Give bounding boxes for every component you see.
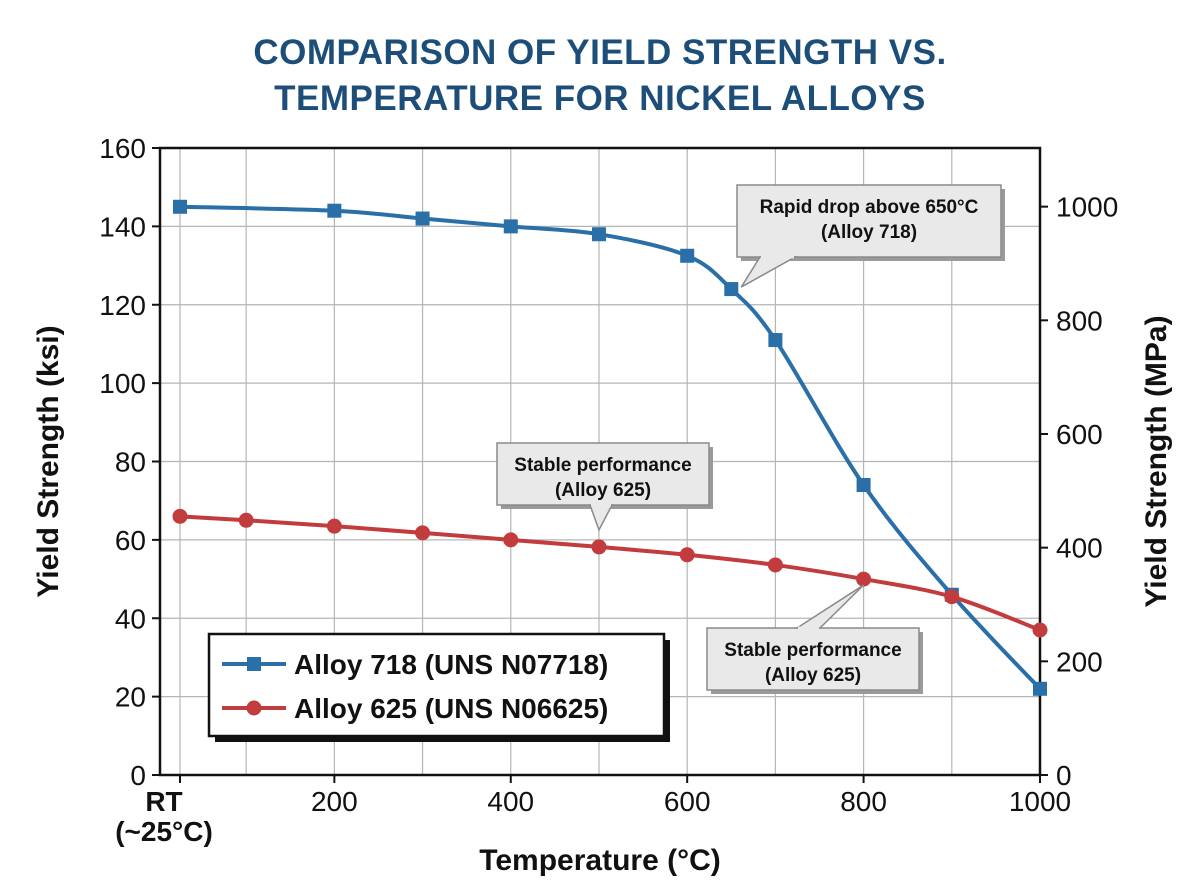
callout-text: Rapid drop above 650°C (Alloy 718) <box>760 197 979 243</box>
y2-tick-label: 800 <box>1056 305 1103 336</box>
x-tick-label: 800 <box>840 786 887 817</box>
callout-text: Stable performance (Alloy 625) <box>514 455 691 501</box>
data-point <box>238 512 254 528</box>
data-point <box>680 248 695 263</box>
y-tick-label: 160 <box>99 133 146 164</box>
y2-tick-label: 1000 <box>1056 192 1118 223</box>
y-tick-label: 80 <box>115 447 146 478</box>
x-tick-label: 400 <box>487 786 534 817</box>
y-tick-label: 0 <box>130 760 146 791</box>
data-point <box>1033 681 1047 696</box>
data-point <box>856 478 871 493</box>
callout-text: Stable performance (Alloy 625) <box>724 640 901 686</box>
series-line <box>179 514 1041 632</box>
data-point <box>503 532 519 548</box>
data-point <box>173 199 187 214</box>
callout-pointer <box>588 504 614 532</box>
callout-box <box>706 627 920 691</box>
y2-tick-label: 0 <box>1056 760 1072 791</box>
data-point <box>591 227 606 242</box>
x-tick-label: 1000 <box>1009 786 1071 817</box>
data-point <box>679 547 695 563</box>
data-point <box>172 508 188 524</box>
y-tick-label: 120 <box>99 290 146 321</box>
chart-title-line-1: COMPARISON OF YIELD STRENGTH VS. <box>253 33 947 72</box>
data-point <box>503 219 518 234</box>
data-point <box>944 589 960 605</box>
series-2 <box>172 508 1048 638</box>
legend-label: Alloy 718 (UNS N07718) <box>294 649 608 680</box>
data-point <box>415 525 431 541</box>
y-tick-label: 140 <box>99 211 146 242</box>
data-point <box>768 333 783 348</box>
y2-tick-label: 400 <box>1056 533 1103 564</box>
chart-title: COMPARISON OF YIELD STRENGTH VS. TEMPERA… <box>0 30 1200 122</box>
legend: Alloy 718 (UNS N07718) Alloy 625 (UNS N06… <box>207 632 670 742</box>
legend-marker <box>247 657 261 671</box>
x-tick-label: RT (~25°C) <box>115 786 213 847</box>
y-tick-label: 40 <box>115 603 146 634</box>
y2-tick-label: 600 <box>1056 419 1103 450</box>
y2-tick-label: 200 <box>1056 646 1103 677</box>
data-point <box>856 571 872 587</box>
legend-marker <box>246 700 262 716</box>
y-tick-label: 60 <box>115 525 146 556</box>
callout-pointer <box>740 256 798 288</box>
data-point <box>767 557 783 573</box>
data-point <box>1032 622 1048 638</box>
y-axis-title: Yield Strength (ksi) <box>32 325 65 597</box>
callout-pointer <box>794 584 865 629</box>
x-axis-title: Temperature (°C) <box>479 844 720 877</box>
data-point <box>327 203 342 218</box>
annotation-3: Stable performance (Alloy 625) <box>706 584 923 694</box>
legend-label: Alloy 625 (UNS N06625) <box>294 693 608 724</box>
y2-axis-title: Yield Strength (MPa) <box>1140 315 1173 607</box>
data-point <box>415 211 430 226</box>
x-tick-label: 200 <box>311 786 358 817</box>
series-1 <box>173 199 1047 696</box>
chart-title-line-2: TEMPERATURE FOR NICKEL ALLOYS <box>274 79 926 118</box>
callout-box <box>736 184 1002 258</box>
y-tick-label: 100 <box>99 368 146 399</box>
data-point <box>591 539 607 555</box>
x-tick-label: 600 <box>664 786 711 817</box>
data-point <box>326 518 342 534</box>
annotation-2: Stable performance (Alloy 625) <box>496 442 713 532</box>
legend-box <box>207 632 666 738</box>
annotation-1: Rapid drop above 650°C (Alloy 718) <box>736 184 1005 288</box>
data-point <box>724 282 739 297</box>
y-tick-label: 20 <box>115 682 146 713</box>
